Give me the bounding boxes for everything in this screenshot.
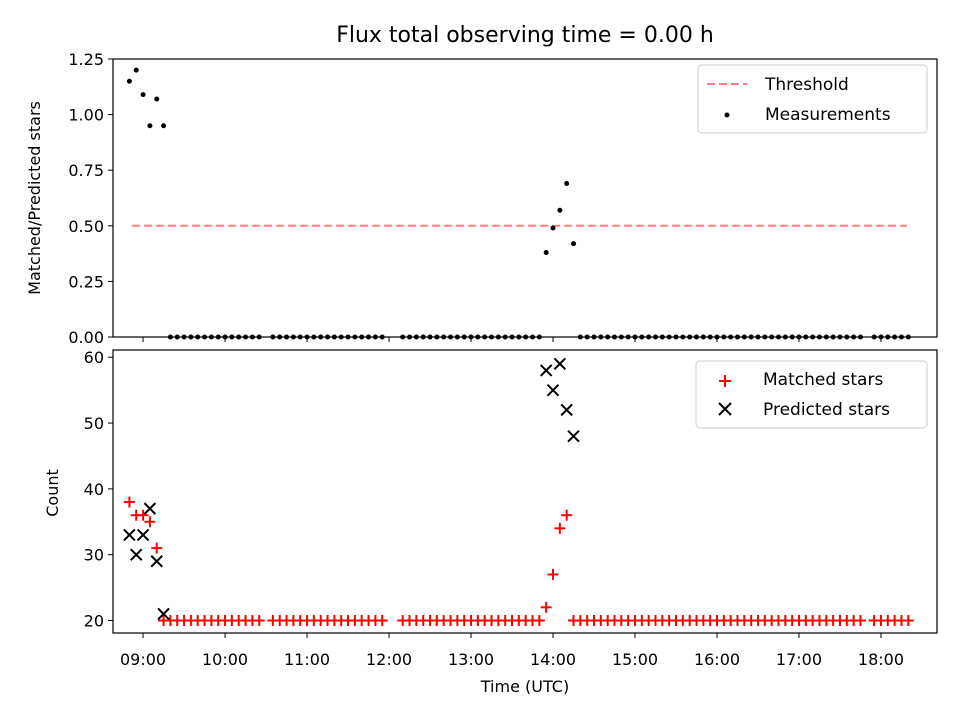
- bottom-plot-frame: [112, 349, 938, 634]
- top-y-tick-label: 0.00: [68, 328, 104, 347]
- predicted-point: [157, 607, 170, 621]
- bottom-x-tick-label: 16:00: [694, 650, 740, 669]
- bottom-plot-marks: [123, 357, 914, 626]
- predicted-point-b: [123, 528, 136, 542]
- predicted-point-b: [143, 502, 157, 515]
- measurement-point: [564, 181, 570, 187]
- measurement-point: [161, 123, 167, 129]
- predicted-point: [123, 528, 136, 542]
- measurement-point: [133, 67, 139, 73]
- bottom-x-tick-label: 17:00: [776, 650, 822, 669]
- legend-matched-swatch: [719, 375, 731, 387]
- bottom-y-tick-label: 20: [84, 611, 104, 630]
- matched-point: [137, 509, 149, 521]
- measurement-point: [550, 225, 556, 231]
- matched-point: [144, 516, 156, 528]
- top-y-tick-label: 0.50: [68, 217, 104, 236]
- predicted-point: [546, 383, 560, 397]
- matched-point: [533, 614, 545, 626]
- top-axis-ticks: 0.00 0.25 0.50 0.75 1.00 1.25: [68, 50, 882, 347]
- predicted-point-b: [553, 357, 567, 371]
- measurement-point: [571, 241, 577, 247]
- bottom-y-tick-label: 60: [84, 348, 104, 367]
- measurement-point: [543, 249, 549, 255]
- predicted-point-b: [157, 607, 170, 621]
- top-y-tick-label: 1.00: [68, 106, 104, 125]
- predicted-point: [143, 502, 157, 515]
- bottom-y-axis-label: Count: [43, 469, 62, 517]
- predicted-point-b: [560, 403, 573, 417]
- top-legend-box: [697, 64, 928, 134]
- predicted-point-b: [567, 430, 580, 443]
- bottom-y-tick-label: 50: [84, 414, 104, 433]
- bottom-x-tick-label: 10:00: [202, 650, 248, 669]
- bottom-x-tick-label: 09:00: [120, 650, 166, 669]
- measurement-point: [126, 78, 132, 84]
- top-y-tick-label: 1.25: [68, 50, 104, 69]
- bottom-y-tick-label: 30: [84, 546, 104, 565]
- bottom-x-tick-label: 15:00: [612, 650, 658, 669]
- predicted-point: [130, 548, 143, 561]
- predicted-point-b: [136, 528, 150, 542]
- matched-point: [151, 542, 163, 554]
- bottom-x-tick-label: 13:00: [448, 650, 494, 669]
- top-legend: Threshold Measurements: [697, 64, 928, 134]
- top-y-tick-label: 0.75: [68, 161, 104, 180]
- bottom-x-tick-label: 14:00: [530, 650, 576, 669]
- predicted-point: [553, 357, 567, 371]
- matched-point: [253, 614, 265, 626]
- legend-threshold-label: Threshold: [764, 75, 849, 95]
- matched-point: [902, 614, 914, 626]
- top-y-tick-label: 0.25: [68, 272, 104, 291]
- bottom-x-tick-label: 11:00: [284, 650, 330, 669]
- bottom-y-tick-label: 40: [84, 480, 104, 499]
- bottom-x-axis-label: Time (UTC): [480, 677, 569, 696]
- matched-point: [568, 614, 580, 626]
- legend-predicted-swatch: [718, 402, 732, 416]
- legend-matched-label: Matched stars: [763, 370, 883, 390]
- matched-point: [554, 522, 566, 534]
- legend-measurements-label: Measurements: [765, 105, 891, 125]
- bottom-legend-box: [695, 360, 928, 429]
- bottom-axis-ticks: 09:00 10:00 11:00 12:00 13:00 14:00 15:00 16:00…: [84, 348, 904, 669]
- predicted-point-b: [546, 383, 560, 397]
- bottom-x-tick-label: 18:00: [858, 650, 904, 669]
- measurement-point: [140, 92, 146, 98]
- predicted-point: [136, 528, 150, 542]
- predicted-point-b: [130, 548, 143, 561]
- top-plot-frame: [112, 58, 938, 338]
- matched-point: [854, 614, 866, 626]
- bottom-legend: Matched stars Predicted stars: [695, 360, 928, 429]
- top-chart-title: Flux total observing time = 0.00 h: [336, 23, 714, 48]
- matched-point: [123, 496, 135, 508]
- predicted-point: [150, 555, 163, 568]
- legend-predicted-label: Predicted stars: [763, 400, 890, 420]
- bottom-x-tick-label: 12:00: [366, 650, 412, 669]
- measurement-point: [557, 207, 563, 213]
- matched-point: [158, 614, 170, 626]
- legend-measurements-swatch: [724, 112, 730, 118]
- predicted-point: [567, 430, 580, 443]
- matched-point: [547, 568, 559, 580]
- measurement-point: [147, 123, 153, 129]
- matched-point: [376, 614, 388, 626]
- top-y-axis-label: Matched/Predicted stars: [25, 101, 44, 295]
- predicted-point-b: [150, 555, 163, 568]
- matched-point: [561, 509, 573, 521]
- predicted-point-b: [539, 364, 553, 377]
- predicted-point: [539, 364, 553, 377]
- matched-point: [540, 601, 552, 613]
- measurement-point: [154, 96, 160, 102]
- predicted-point: [560, 403, 573, 417]
